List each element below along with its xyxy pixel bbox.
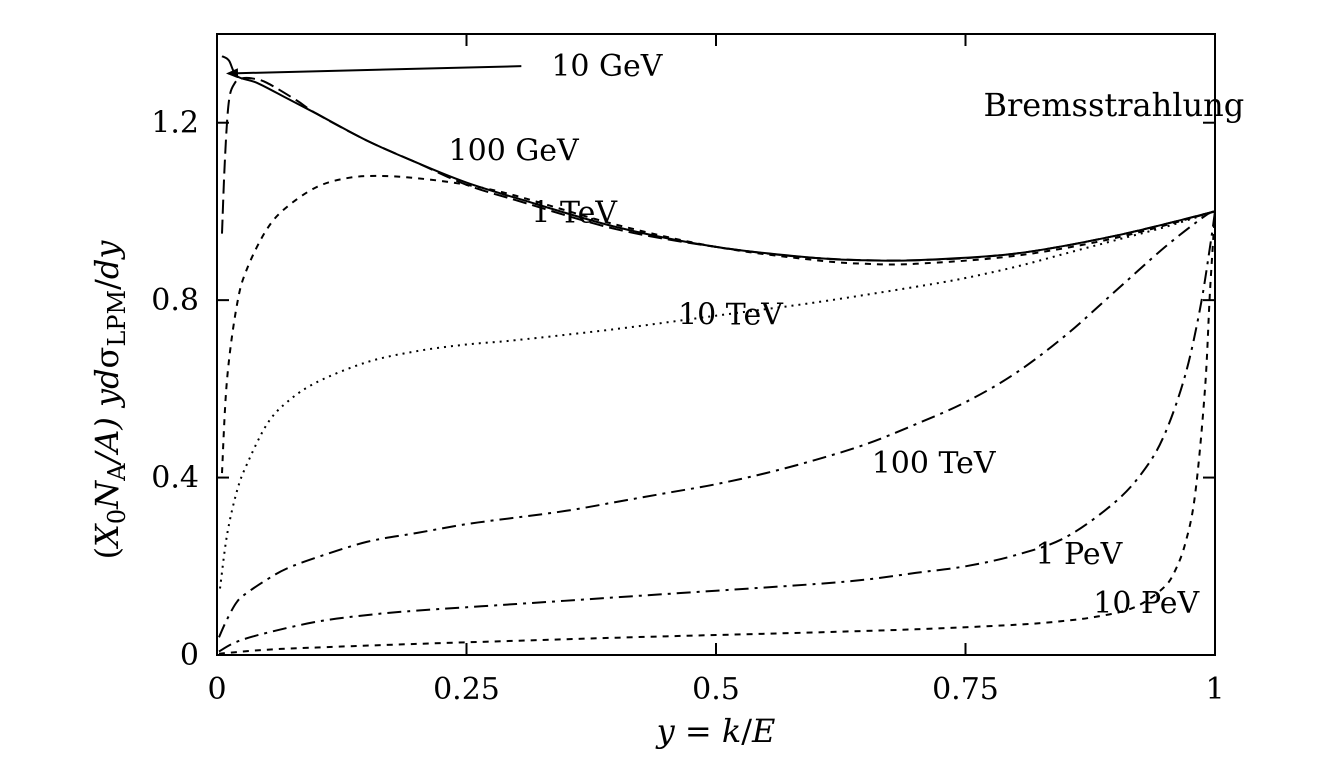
series-line [219,210,1216,589]
curve-label: 10 TeV [678,298,784,333]
y-tick-label: 1.2 [151,106,199,141]
y-axis-title: (X0NA/A) ydσLPM/dy [88,240,131,560]
axis-ticks: 0 0.25 0.5 0.75 1 0 0.4 0.8 1.2 [151,34,1225,707]
x-tick-label: 0.75 [932,672,999,707]
y-axis-title-slash: / [88,279,126,290]
y-axis-title-slashA: /A) [88,407,126,467]
series-line [218,210,1216,638]
x-axis-title: y = k/E [655,712,776,750]
curve-label: 10 PeV [1093,586,1200,621]
label-arrow [225,65,522,79]
y-axis-title-X-sub: 0 [103,509,131,524]
x-axis-title-k: k [722,712,741,750]
y-axis-title-X: X [88,523,126,550]
y-axis-title-dy: dy [88,240,126,279]
x-axis-title-y: y [655,712,676,750]
y-tick-label: 0.4 [151,461,199,496]
curves [218,55,1216,655]
x-tick-label: 0.5 [692,672,740,707]
y-axis-title-sigma-sub: LPM [103,290,131,347]
y-axis-title-y: y [88,388,126,409]
series-line [221,174,1216,474]
y-axis-title-N: N [88,480,126,510]
y-tick-label: 0.8 [151,283,199,318]
annotations: 10 GeV 100 GeV 1 TeV 10 TeV 100 TeV 1 PeV 10 P… [225,49,1201,621]
y-axis-title-sigma: σ [88,347,126,369]
y-axis-title-N-sub: A [103,463,131,482]
curve-label: 1 TeV [531,196,618,231]
series-line [221,76,1216,262]
chart-title: Bremsstrahlung [983,86,1244,124]
curve-label: 10 GeV [551,49,663,84]
series-line [218,211,1216,655]
x-tick-label: 1 [1205,672,1224,707]
curve-label: 100 TeV [872,446,997,481]
y-axis-title-open: ( [88,547,126,559]
y-tick-label: 0 [180,638,199,673]
x-axis-title-eq: = [675,712,722,750]
curve-label: 100 GeV [449,133,581,168]
curve-label: 1 PeV [1035,537,1123,572]
x-axis-title-slash: / [741,712,752,750]
series-line [218,211,1216,653]
y-axis-title-d: d [88,368,126,388]
x-tick-label: 0.25 [433,672,500,707]
x-axis-title-E: E [751,712,775,750]
x-tick-label: 0 [207,672,226,707]
